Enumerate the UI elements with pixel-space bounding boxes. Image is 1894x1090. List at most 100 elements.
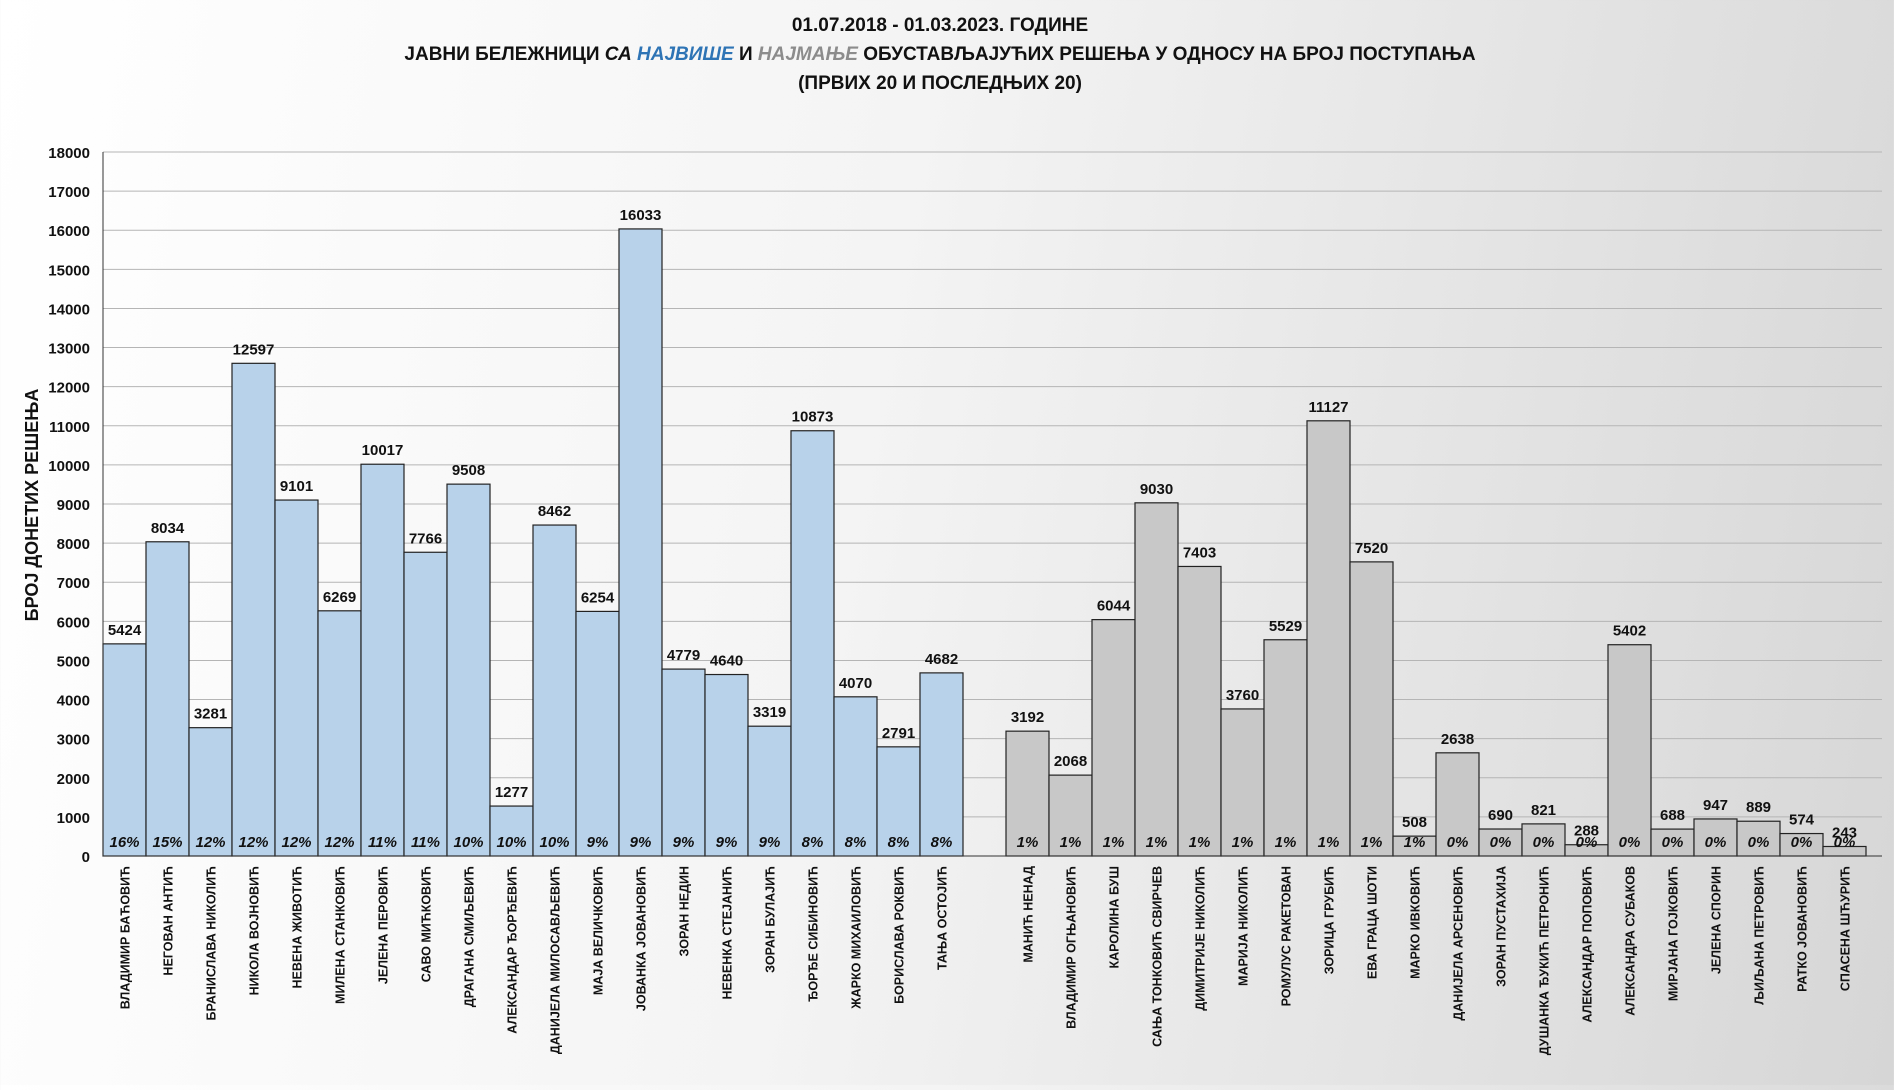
bar-value-label: 11127 xyxy=(1308,399,1348,416)
category-label: АЛЕКСАНДРА СУБАКОВ xyxy=(1624,866,1638,1016)
bar-percent-label: 8% xyxy=(931,834,953,851)
y-tick-label: 2000 xyxy=(57,771,90,788)
y-tick-label: 10000 xyxy=(48,458,90,475)
bar xyxy=(1091,619,1136,857)
bar xyxy=(704,673,749,857)
bar-value-label: 574 xyxy=(1789,812,1815,829)
bar-percent-label: 1% xyxy=(1103,834,1125,851)
bar-value-label: 6269 xyxy=(323,589,356,606)
y-tick-label: 11000 xyxy=(49,419,90,436)
bar xyxy=(1607,644,1652,857)
bar-percent-label: 0% xyxy=(1576,834,1598,851)
y-tick-label: 18000 xyxy=(48,145,90,162)
bar-percent-label: 0% xyxy=(1533,834,1555,851)
category-label: БОРИСЛАВА РОКВИЋ xyxy=(893,866,907,1004)
bar xyxy=(1177,565,1222,857)
y-tick-label: 6000 xyxy=(57,614,90,631)
category-label: БРАНИСЛАВА НИКОЛИЋ xyxy=(205,866,219,1020)
category-label: ДИМИТРИЈЕ НИКОЛИЋ xyxy=(1194,866,1208,1011)
title-part-6: ОБУСТАВЉАЈУЋИХ РЕШЕЊА У ОДНОСУ НА БРОЈ П… xyxy=(858,44,1476,65)
bar-value-label: 8462 xyxy=(538,503,571,520)
bar-value-label: 690 xyxy=(1488,807,1513,824)
category-label: МАРКО ИВКОВИЋ xyxy=(1409,866,1423,979)
category-label: ДАНИЈЕЛА АРСЕНОВИЋ xyxy=(1452,866,1466,1021)
bar-percent-label: 1% xyxy=(1017,834,1039,851)
y-tick-label: 12000 xyxy=(48,380,90,397)
bar-value-label: 508 xyxy=(1402,814,1427,831)
category-label: НЕГОВАН АНТИЋ xyxy=(162,866,176,976)
category-label: ЈЕЛЕНА СПОРИН xyxy=(1710,866,1724,974)
bar xyxy=(1220,708,1265,857)
bar-percent-label: 8% xyxy=(802,834,824,851)
bar-value-label: 2791 xyxy=(882,725,915,742)
bar-value-label: 3319 xyxy=(753,704,786,721)
category-label: ЂОРЂЕ СИБИНОВИЋ xyxy=(807,866,821,1002)
bar xyxy=(274,499,319,857)
title-most-highlight: НАЈВИШЕ xyxy=(637,44,735,65)
bar xyxy=(1693,818,1738,857)
title-least-highlight: НАЈМАЊЕ xyxy=(758,44,859,65)
bar-value-label: 2638 xyxy=(1441,731,1474,748)
y-tick-label: 7000 xyxy=(57,575,90,592)
bar xyxy=(446,483,491,857)
category-label: ЗОРИЦА ГРУБИЋ xyxy=(1323,866,1337,974)
category-label: ТАЊА ОСТОЈИЋ xyxy=(936,866,950,970)
bar-value-label: 4070 xyxy=(839,675,872,692)
bar-value-label: 4682 xyxy=(925,651,958,668)
category-label: МАРИЈА НИКОЛИЋ xyxy=(1237,866,1251,986)
bar-value-label: 947 xyxy=(1703,797,1728,814)
bar xyxy=(532,524,577,857)
category-label: ЈЕЛЕНА ПЕРОВИЋ xyxy=(377,866,391,984)
category-label: ВЛАДИМИР БАЋОВИЋ xyxy=(119,866,133,1009)
bar xyxy=(1521,823,1566,857)
bar xyxy=(317,610,362,857)
bar-percent-label: 16% xyxy=(109,834,139,851)
bar-percent-label: 0% xyxy=(1791,834,1813,851)
bar xyxy=(833,696,878,857)
category-label: СПАСЕНА ШЋУРИЋ xyxy=(1839,866,1853,991)
category-label: НИКОЛА ВОЈНОВИЋ xyxy=(248,866,262,995)
y-tick-label: 0 xyxy=(82,849,90,866)
bar-percent-label: 1% xyxy=(1232,834,1254,851)
bar-percent-label: 9% xyxy=(673,834,695,851)
bar xyxy=(790,430,835,857)
bar-value-label: 2068 xyxy=(1054,753,1087,770)
category-label: АЛЕКСАНДАР ПОПОВИЋ xyxy=(1581,866,1595,1023)
bar-percent-label: 12% xyxy=(195,834,225,851)
bar-value-label: 688 xyxy=(1660,807,1685,824)
category-label: САВО МИЋКОВИЋ xyxy=(420,866,434,982)
category-label: АЛЕКСАНДАР ЂОРЂЕВИЋ xyxy=(506,866,520,1034)
bar-percent-label: 1% xyxy=(1361,834,1383,851)
bar xyxy=(1435,752,1480,857)
category-label: ДУШАНКА ЂУКИЋ ПЕТРОНИЋ xyxy=(1538,866,1552,1055)
bar-value-label: 5402 xyxy=(1613,623,1646,640)
bar-percent-label: 12% xyxy=(324,834,354,851)
bar-value-label: 4640 xyxy=(710,653,743,670)
bar xyxy=(919,672,964,857)
title-part-2: СА xyxy=(605,44,637,65)
bar-value-label: 7403 xyxy=(1183,544,1216,561)
bar-percent-label: 0% xyxy=(1834,834,1856,851)
y-tick-label: 16000 xyxy=(48,223,90,240)
bar-value-label: 5424 xyxy=(108,622,142,639)
y-tick-label: 4000 xyxy=(57,693,90,710)
bar-value-label: 243 xyxy=(1832,824,1857,841)
bar-value-label: 3192 xyxy=(1011,709,1044,726)
bar-value-label: 1277 xyxy=(495,784,528,801)
bar xyxy=(876,746,921,857)
category-label: САЊА ТОНКОВИЋ СВИРЧЕВ xyxy=(1151,866,1165,1047)
bar-value-label: 7520 xyxy=(1355,540,1388,557)
category-label: ДРАГАНА СМИЉЕВИЋ xyxy=(463,866,477,1007)
bar-percent-label: 0% xyxy=(1490,834,1512,851)
bar xyxy=(1134,502,1179,857)
category-label: КАРОЛИНА БУШ xyxy=(1108,866,1122,969)
bar-percent-label: 11% xyxy=(411,834,440,851)
category-label: НЕВЕНКА СТЕЈАНИЋ xyxy=(721,866,735,1000)
bar-percent-label: 12% xyxy=(281,834,311,851)
bar-percent-label: 0% xyxy=(1748,834,1770,851)
chart-title-line3: (ПРВИХ 20 И ПОСЛЕДЊИХ 20) xyxy=(798,73,1082,94)
bar xyxy=(1005,730,1050,857)
bar-value-label: 10017 xyxy=(362,442,404,459)
bar-percent-label: 1% xyxy=(1060,834,1082,851)
